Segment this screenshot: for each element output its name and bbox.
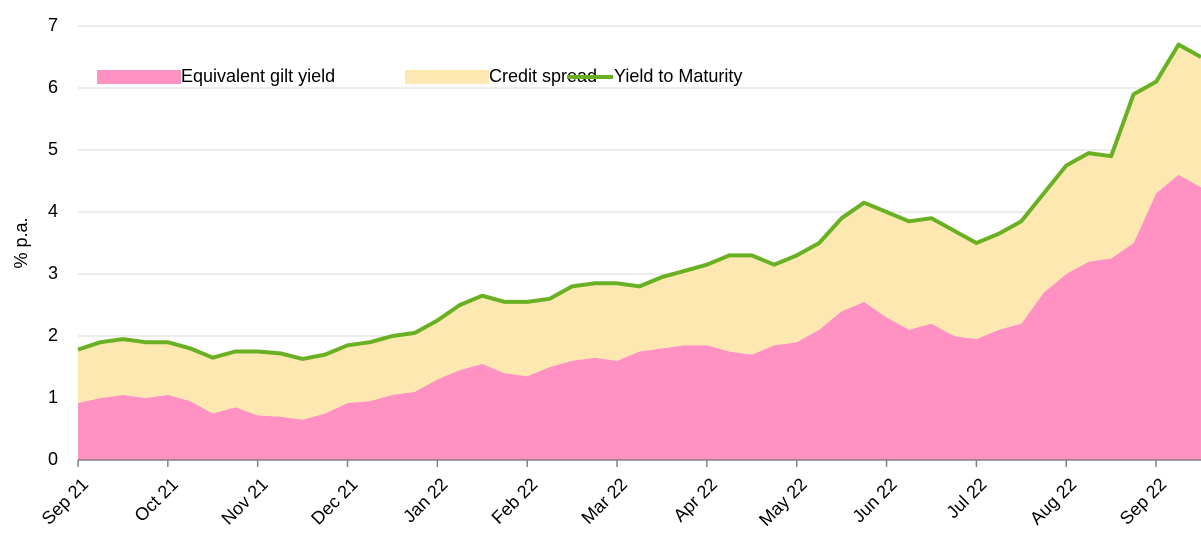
y-tick-label: 6 [48, 77, 58, 97]
x-tick-label: Nov 21 [217, 474, 271, 528]
x-tick-label: Sep 21 [38, 474, 92, 528]
y-tick-label: 5 [48, 139, 58, 159]
x-tick-label: Feb 22 [488, 474, 542, 528]
y-axis-label: % p.a. [11, 217, 31, 268]
legend-label: Credit spread [489, 66, 597, 86]
x-tick-label: Jul 22 [942, 474, 990, 522]
area [78, 174, 1201, 461]
x-tick-label: May 22 [755, 474, 811, 530]
y-tick-label: 3 [48, 263, 58, 283]
x-tick-label: Aug 22 [1026, 474, 1080, 528]
legend: Equivalent gilt yield Credit spread Yield … [97, 66, 742, 86]
y-tick-label: 7 [48, 15, 58, 35]
legend-swatch [405, 70, 489, 84]
x-tick-label: Sep 22 [1116, 474, 1170, 528]
x-tick-label: Oct 21 [130, 474, 182, 526]
line [77, 42, 1201, 361]
x-tick-label: Mar 22 [577, 474, 631, 528]
area [78, 44, 1201, 420]
x-tick-label: Jan 22 [399, 474, 451, 526]
y-tick-label: 0 [48, 449, 58, 469]
y-tick-label: 2 [48, 325, 58, 345]
x-tick-label: Apr 22 [669, 474, 721, 526]
x-tick-label: Dec 21 [307, 474, 361, 528]
y-tick-label: 1 [48, 387, 58, 407]
legend-label: Yield to Maturity [614, 66, 742, 86]
legend-swatch [97, 70, 181, 84]
x-tick-label: Jun 22 [848, 474, 900, 526]
legend-label: Equivalent gilt yield [181, 66, 335, 86]
y-tick-label: 4 [48, 201, 58, 221]
